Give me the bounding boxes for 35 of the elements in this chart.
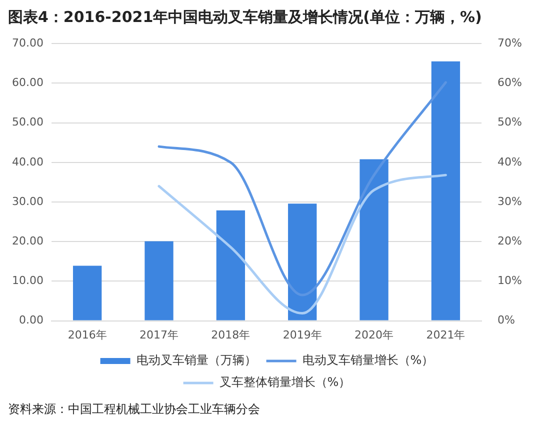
y2-tick-label: 60% [498, 76, 522, 90]
bar [144, 241, 174, 320]
y-tick-label: 30.00 [12, 194, 44, 208]
y-tick-label: 40.00 [12, 155, 44, 168]
y2-tick-label: 30% [498, 194, 522, 208]
chart-title: 图表4：2016-2021年中国电动叉车销量及增长情况(单位：万辆，%) [7, 7, 483, 28]
bar [288, 204, 317, 320]
y2-tick-label: 70% [498, 36, 522, 50]
y2-tick-label: 0% [498, 314, 516, 327]
bar [72, 266, 102, 320]
y-tick-label: 50.00 [12, 116, 44, 129]
y-tick-label: 10.00 [12, 274, 44, 288]
line-series [158, 174, 447, 315]
y2-tick-label: 50% [498, 116, 522, 129]
text: 资料来源：中国工程机械工业协会工业车辆分会 [7, 401, 261, 418]
y-tick-label: 60.00 [12, 76, 44, 90]
x-tick-label: 2020年 [354, 328, 394, 342]
x-tick-label: 2016年 [68, 328, 107, 342]
bar [360, 159, 388, 320]
legend-label: 电动叉车销量增长（%） [302, 353, 434, 368]
bar [216, 210, 246, 320]
y2-tick-label: 20% [498, 234, 522, 248]
x-tick-label: 2021年 [426, 328, 466, 342]
y2-tick-label: 40% [498, 155, 522, 168]
y-tick-label: 70.00 [12, 36, 44, 50]
legend-label: 叉车整体销量增长（%） [219, 375, 351, 390]
y-tick-label: 20.00 [12, 234, 44, 248]
x-tick-label: 2019年 [282, 328, 322, 342]
legend-label: 电动叉车销量（万辆） [136, 353, 256, 368]
x-tick-label: 2017年 [140, 328, 179, 342]
line-series [158, 81, 447, 296]
y-tick-label: 0.00 [18, 314, 44, 327]
y2-tick-label: 10% [498, 274, 522, 288]
bar [431, 61, 460, 320]
x-tick-label: 2018年 [211, 328, 250, 342]
